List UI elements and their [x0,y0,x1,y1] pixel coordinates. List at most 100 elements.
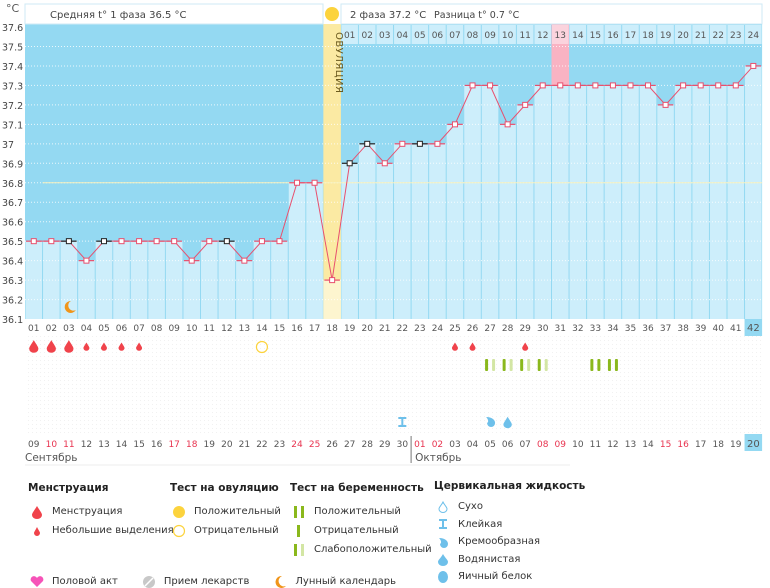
date-label: 10 [46,440,58,450]
phase2-day-cell [481,25,499,44]
temperature-point [434,140,441,147]
date-label: 02 [432,440,443,450]
temperature-point [364,140,371,147]
date-label: 12 [607,440,618,450]
cycle-day-label: 04 [81,324,93,334]
phase2-day-cell [639,25,657,44]
cycle-day-label: 13 [239,324,250,334]
phase2-day-label: 01 [344,31,355,41]
cycle-day-label: 23 [414,324,425,334]
phase2-day-label: 22 [712,31,723,41]
y-tick-label: 36.6 [2,218,23,229]
phase1-average: Средняя t° 1 фаза 36.5 °C [50,10,187,21]
temperature-point [557,82,564,89]
phase2-day-label: 05 [414,31,425,41]
phase2-day-cell [552,25,569,44]
y-tick-label: 37.3 [2,81,23,92]
date-label: 11 [63,440,74,450]
phase2-day-cell [657,25,674,44]
watery-drop-icon [434,553,452,566]
temperature-bar [201,241,218,319]
phase2-day-cell [429,25,446,44]
y-tick-label: 36.1 [2,315,23,326]
phase2-day-cell [587,25,604,44]
temperature-bar [358,143,376,319]
legend-item: Положительный [314,506,401,517]
temperature-point [715,82,722,89]
date-label: 16 [151,440,163,450]
cycle-day-label: 31 [555,324,566,334]
date-label: 13 [98,440,109,450]
temperature-point [609,82,616,89]
phase2-day-cell [727,25,745,44]
y-tick-label: 37.6 [2,23,23,34]
temperature-point [206,238,213,245]
month-label: Сентябрь [25,452,77,464]
temperature-bar [271,241,288,319]
cycle-day-label: 38 [677,324,689,334]
date-label: 25 [309,440,320,450]
phase2-day-cell [376,25,394,44]
temperature-bar [727,85,745,319]
temperature-point [574,82,581,89]
date-label: 09 [28,440,40,450]
phase2-day-cell [622,25,639,44]
phase2-day-cell [692,25,709,44]
cycle-day-label: 34 [607,324,619,334]
sun-ovulation-icon [325,7,339,21]
temperature-point [329,277,336,284]
phase2-day-cell [534,25,551,44]
temperature-bar [534,85,551,319]
creamy-icon [434,536,452,548]
menstruation-drop-icon [46,340,56,353]
date-label: 17 [695,440,706,450]
legend-item: Половой акт [52,576,118,587]
temperature-bar [253,241,271,319]
phase2-day-label: 12 [537,31,548,41]
temperature-bar [552,85,569,319]
legend-pregnancy-test: Тест на беременность Положительный Отриц… [290,482,432,559]
date-label: 16 [677,440,689,450]
temperature-point [750,62,757,69]
phase2-day-cell [394,25,411,44]
legend-item: Отрицательный [194,525,279,536]
phase2-day-label: 10 [502,31,514,41]
date-label: 29 [379,440,391,450]
temperature-point [83,257,90,264]
legend-item: Кремообразная [458,536,541,548]
phase2-day-label: 14 [572,31,584,41]
legend-title: Менструация [28,482,109,494]
phase2-header [340,3,763,25]
date-label: 26 [326,440,338,450]
phase2-day-label: 09 [484,31,496,41]
sticky-icon [398,417,407,427]
phase2-day-label: 17 [625,31,636,41]
phase2-day-label: 23 [730,31,741,41]
y-tick-label: 36.5 [2,237,23,248]
date-label: 12 [81,440,92,450]
cycle-day-label: 32 [572,324,583,334]
date-label: 17 [168,440,179,450]
spotting-drop-icon [451,342,458,351]
y-tick-label: 36.2 [2,296,23,307]
date-label: 08 [537,440,549,450]
temperature-point [346,160,353,167]
temperature-bar [516,104,534,319]
legend-title: Тест на беременность [290,482,424,494]
two-strips-icon [290,505,308,518]
legend-other: Половой акт Прием лекарств Лунный календ… [28,572,396,588]
y-tick-label: 37.1 [2,120,23,131]
phase2-day-cell [674,25,692,44]
cycle-day-label: 42 [747,323,760,334]
cycle-day-label: 22 [397,324,408,334]
pregnancy-test-faint-strip [544,359,548,371]
legend-item: Сухо [458,501,483,513]
cycle-day-label: 24 [432,324,444,334]
cycle-day-label: 06 [116,324,128,334]
current-day-cell [744,319,763,336]
temperature-point [118,238,125,245]
cycle-day-label: 30 [537,324,549,334]
temperature-bar [394,143,411,319]
cycle-day-label: 36 [642,324,654,334]
cycle-day-label: 12 [221,324,232,334]
